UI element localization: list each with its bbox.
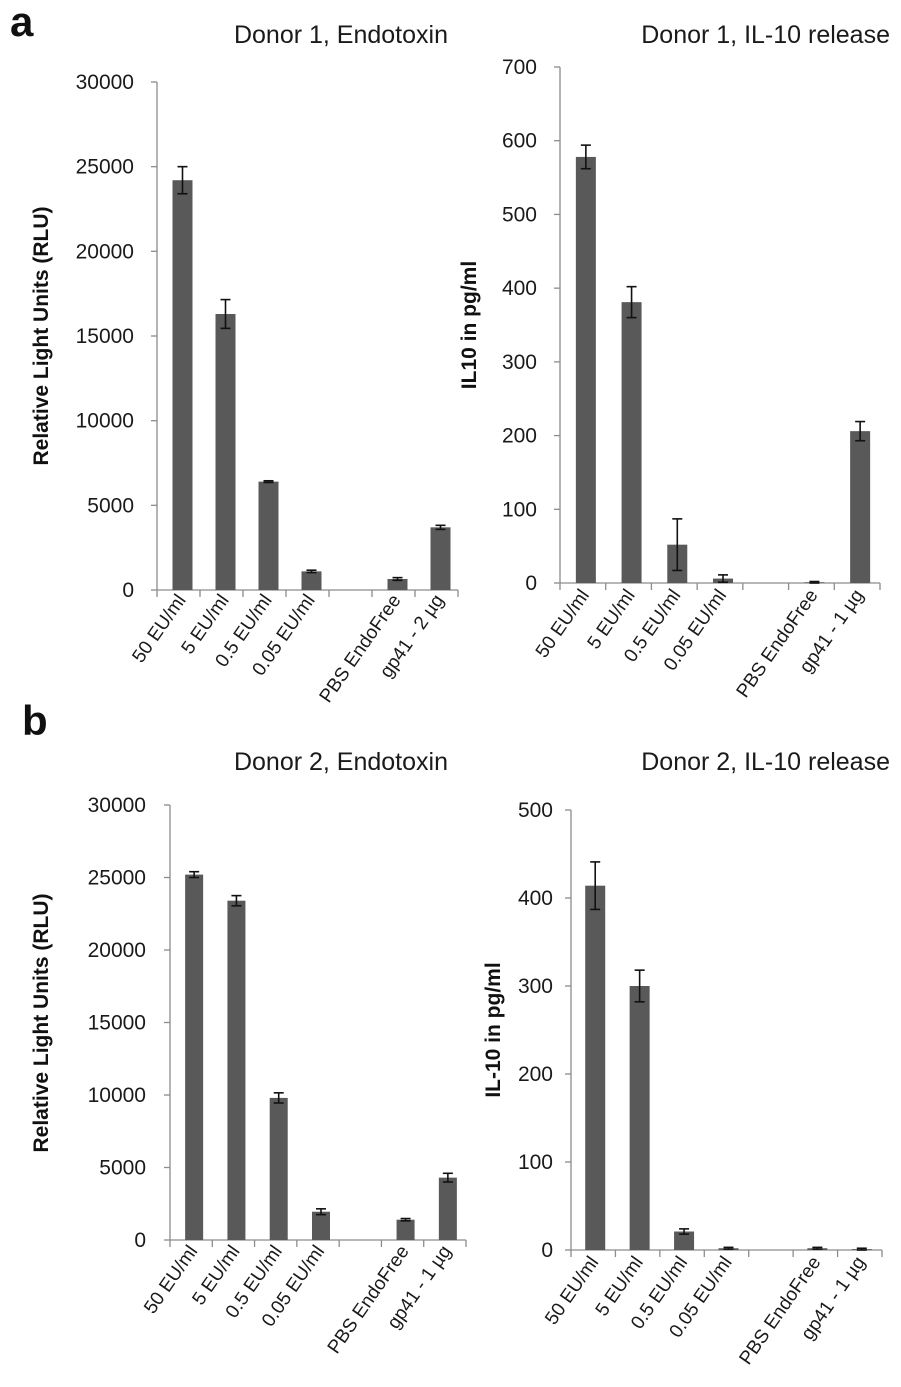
y-tick-label: 10000 bbox=[76, 410, 134, 433]
y-tick-label: 5000 bbox=[99, 1157, 146, 1180]
y-tick-label: 25000 bbox=[88, 867, 146, 890]
y-tick-label: 0 bbox=[541, 1239, 553, 1262]
y-tick-label: 600 bbox=[502, 130, 537, 153]
bar bbox=[215, 313, 236, 590]
y-tick-label: 500 bbox=[502, 203, 537, 226]
bar bbox=[621, 302, 642, 583]
y-tick-label: 200 bbox=[518, 1063, 553, 1086]
bar bbox=[387, 578, 408, 590]
y-tick-label: 100 bbox=[502, 498, 537, 521]
y-tick-label: 30000 bbox=[76, 71, 134, 94]
bar bbox=[172, 180, 193, 591]
chart-title: Donor 2, IL-10 release bbox=[641, 748, 890, 776]
y-tick-label: 300 bbox=[518, 975, 553, 998]
bar bbox=[674, 1231, 695, 1250]
panel-label-b: b bbox=[22, 697, 48, 744]
y-tick-label: 25000 bbox=[76, 156, 134, 179]
bar bbox=[269, 1097, 288, 1240]
y-axis-label: IL10 in pg/ml bbox=[458, 261, 481, 389]
y-tick-label: 15000 bbox=[88, 1012, 146, 1035]
bar bbox=[629, 986, 650, 1250]
bar bbox=[575, 156, 596, 583]
x-tick-label: 50 EU/ml bbox=[541, 1253, 603, 1329]
bar bbox=[312, 1211, 330, 1240]
y-tick-label: 400 bbox=[502, 277, 537, 300]
x-tick-label: 50 EU/ml bbox=[129, 591, 191, 667]
chart-title: Donor 1, IL-10 release bbox=[641, 21, 890, 49]
y-axis-label: IL-10 in pg/ml bbox=[482, 962, 505, 1097]
y-tick-label: 300 bbox=[502, 351, 537, 374]
y-tick-label: 500 bbox=[518, 799, 553, 822]
y-tick-label: 30000 bbox=[88, 794, 146, 817]
chart-2: Donor 1, IL-10 release IL10 in pg/ml 0 100 2… bbox=[458, 21, 890, 702]
y-tick-label: 0 bbox=[525, 572, 537, 595]
charts-group: Donor 1, Endotoxin Relative Light Units (… bbox=[30, 21, 890, 1369]
chart-title: Donor 1, Endotoxin bbox=[234, 21, 448, 49]
chart-title: Donor 2, Endotoxin bbox=[234, 748, 448, 776]
x-tick-label: PBS EndoFree bbox=[733, 586, 823, 702]
chart-1: Donor 1, Endotoxin Relative Light Units (… bbox=[30, 21, 459, 707]
y-tick-label: 0 bbox=[122, 579, 134, 602]
y-tick-label: 5000 bbox=[87, 494, 134, 517]
bar bbox=[850, 431, 871, 583]
bar bbox=[396, 1219, 415, 1240]
panel-label-a: a bbox=[10, 0, 34, 45]
x-tick-label: 50 EU/ml bbox=[532, 586, 594, 662]
y-axis-label: Relative Light Units (RLU) bbox=[30, 206, 53, 465]
chart-4: Donor 2, IL-10 release IL-10 in pg/ml 0 100… bbox=[482, 748, 890, 1369]
y-tick-label: 10000 bbox=[88, 1084, 146, 1107]
y-tick-label: 0 bbox=[134, 1229, 146, 1252]
bar bbox=[227, 900, 246, 1240]
bar bbox=[585, 885, 606, 1250]
bar bbox=[438, 1177, 457, 1240]
y-axis-label: Relative Light Units (RLU) bbox=[30, 893, 53, 1152]
y-tick-label: 20000 bbox=[76, 240, 134, 263]
y-tick-label: 400 bbox=[518, 887, 553, 910]
y-tick-label: 20000 bbox=[88, 939, 146, 962]
y-tick-label: 15000 bbox=[76, 325, 134, 348]
bar bbox=[258, 481, 279, 590]
x-tick-label: 50 EU/ml bbox=[140, 1242, 202, 1318]
bar bbox=[185, 874, 204, 1240]
bar bbox=[301, 571, 322, 590]
chart-3: Donor 2, Endotoxin Relative Light Units (… bbox=[30, 748, 467, 1358]
bar bbox=[430, 527, 451, 590]
y-tick-label: 100 bbox=[518, 1151, 553, 1174]
y-tick-label: 200 bbox=[502, 425, 537, 448]
y-tick-label: 700 bbox=[502, 56, 537, 79]
